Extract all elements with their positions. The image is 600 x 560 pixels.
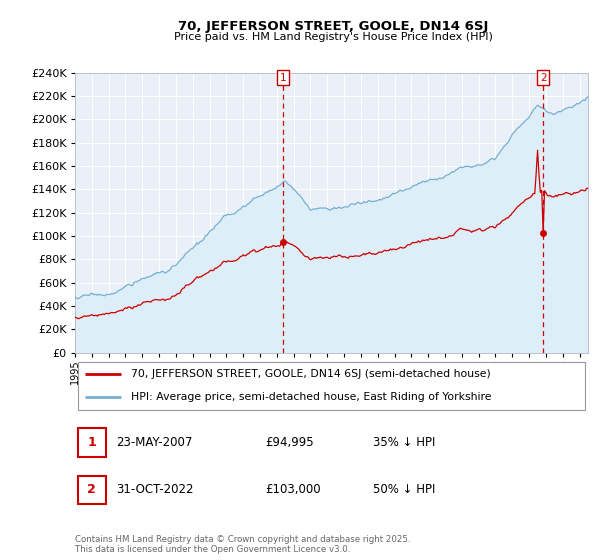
Text: 70, JEFFERSON STREET, GOOLE, DN14 6SJ (semi-detached house): 70, JEFFERSON STREET, GOOLE, DN14 6SJ (s… (131, 368, 491, 379)
Text: 1: 1 (280, 73, 286, 83)
Text: 2: 2 (87, 483, 96, 496)
Text: £103,000: £103,000 (265, 483, 320, 496)
Text: HPI: Average price, semi-detached house, East Riding of Yorkshire: HPI: Average price, semi-detached house,… (131, 392, 492, 402)
Text: £94,995: £94,995 (265, 436, 313, 449)
FancyBboxPatch shape (77, 428, 106, 456)
Text: Price paid vs. HM Land Registry's House Price Index (HPI): Price paid vs. HM Land Registry's House … (173, 32, 493, 43)
Text: 2: 2 (540, 73, 547, 83)
FancyBboxPatch shape (77, 475, 106, 504)
Text: 31-OCT-2022: 31-OCT-2022 (116, 483, 194, 496)
Text: Contains HM Land Registry data © Crown copyright and database right 2025.
This d: Contains HM Land Registry data © Crown c… (75, 535, 410, 554)
Text: 35% ↓ HPI: 35% ↓ HPI (373, 436, 435, 449)
FancyBboxPatch shape (77, 362, 586, 409)
Text: 70, JEFFERSON STREET, GOOLE, DN14 6SJ: 70, JEFFERSON STREET, GOOLE, DN14 6SJ (178, 20, 488, 32)
Text: 23-MAY-2007: 23-MAY-2007 (116, 436, 193, 449)
Text: 1: 1 (87, 436, 96, 449)
Text: 50% ↓ HPI: 50% ↓ HPI (373, 483, 435, 496)
